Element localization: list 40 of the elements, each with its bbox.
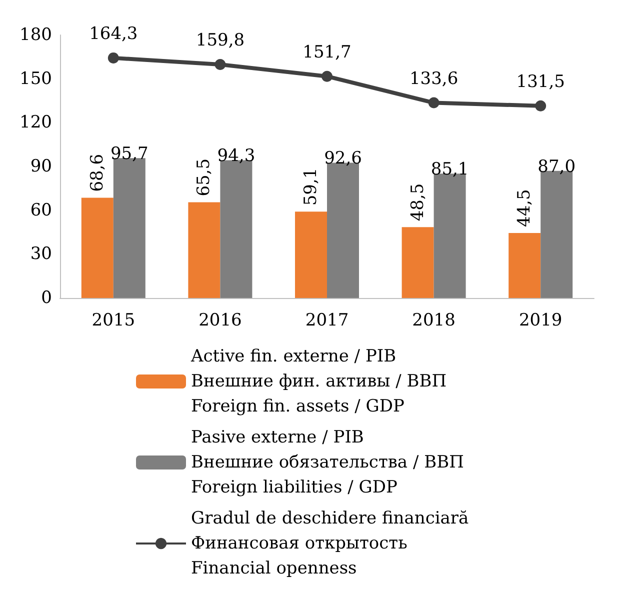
y-tick-label: 180 [20,25,52,45]
legend-label: Active fin. externe / PIB Внешние фин. активы / ВВП Foreign fin. assets / GDP [190,346,447,416]
data-label: 159,8 [196,30,245,51]
data-label: 65,5 [194,158,214,196]
legend-label: Gradul de deschidere financiară Финансовая открытость Financial openness [191,508,469,578]
y-tick-label: 60 [30,200,52,220]
bar [81,198,114,298]
point [214,59,226,70]
data-label: 68,6 [87,154,108,192]
data-label: 87,0 [538,156,576,177]
bar [508,232,541,298]
bar [402,227,434,298]
y-tick-label: 120 [20,112,52,133]
x-tick-label: 2017 [305,310,349,330]
point [428,97,440,108]
data-label: 48,5 [408,183,428,222]
legend-label: Pasive externe / PIB Внешние обязательства / ВВП Foreign liabilities / GDP [191,428,464,498]
x-tick-label: 2018 [412,310,456,330]
point [322,70,332,82]
data-label: 85,1 [430,160,469,180]
x-tick-label: 2015 [92,310,136,330]
data-label: 92,6 [324,148,362,169]
data-label: 44,5 [514,189,535,227]
data-label: 94,3 [217,146,256,166]
data-label: 133,6 [409,68,458,89]
y-tick-label: 150 [20,68,52,89]
x-tick-label: 2016 [198,310,242,330]
point [535,100,546,112]
data-label: 59,1 [301,168,321,206]
x-tick-label: 2019 [518,310,562,330]
y-tick-label: 90 [30,156,52,176]
data-label: 151,7 [302,42,352,62]
data-label: 131,5 [516,72,565,92]
y-tick-label: 0 [41,288,52,308]
data-label: 95,7 [110,144,148,164]
bar [295,212,327,298]
point [108,52,119,64]
bar [188,202,220,298]
y-tick-label: 30 [30,244,52,264]
data-label: 164,3 [89,24,138,44]
